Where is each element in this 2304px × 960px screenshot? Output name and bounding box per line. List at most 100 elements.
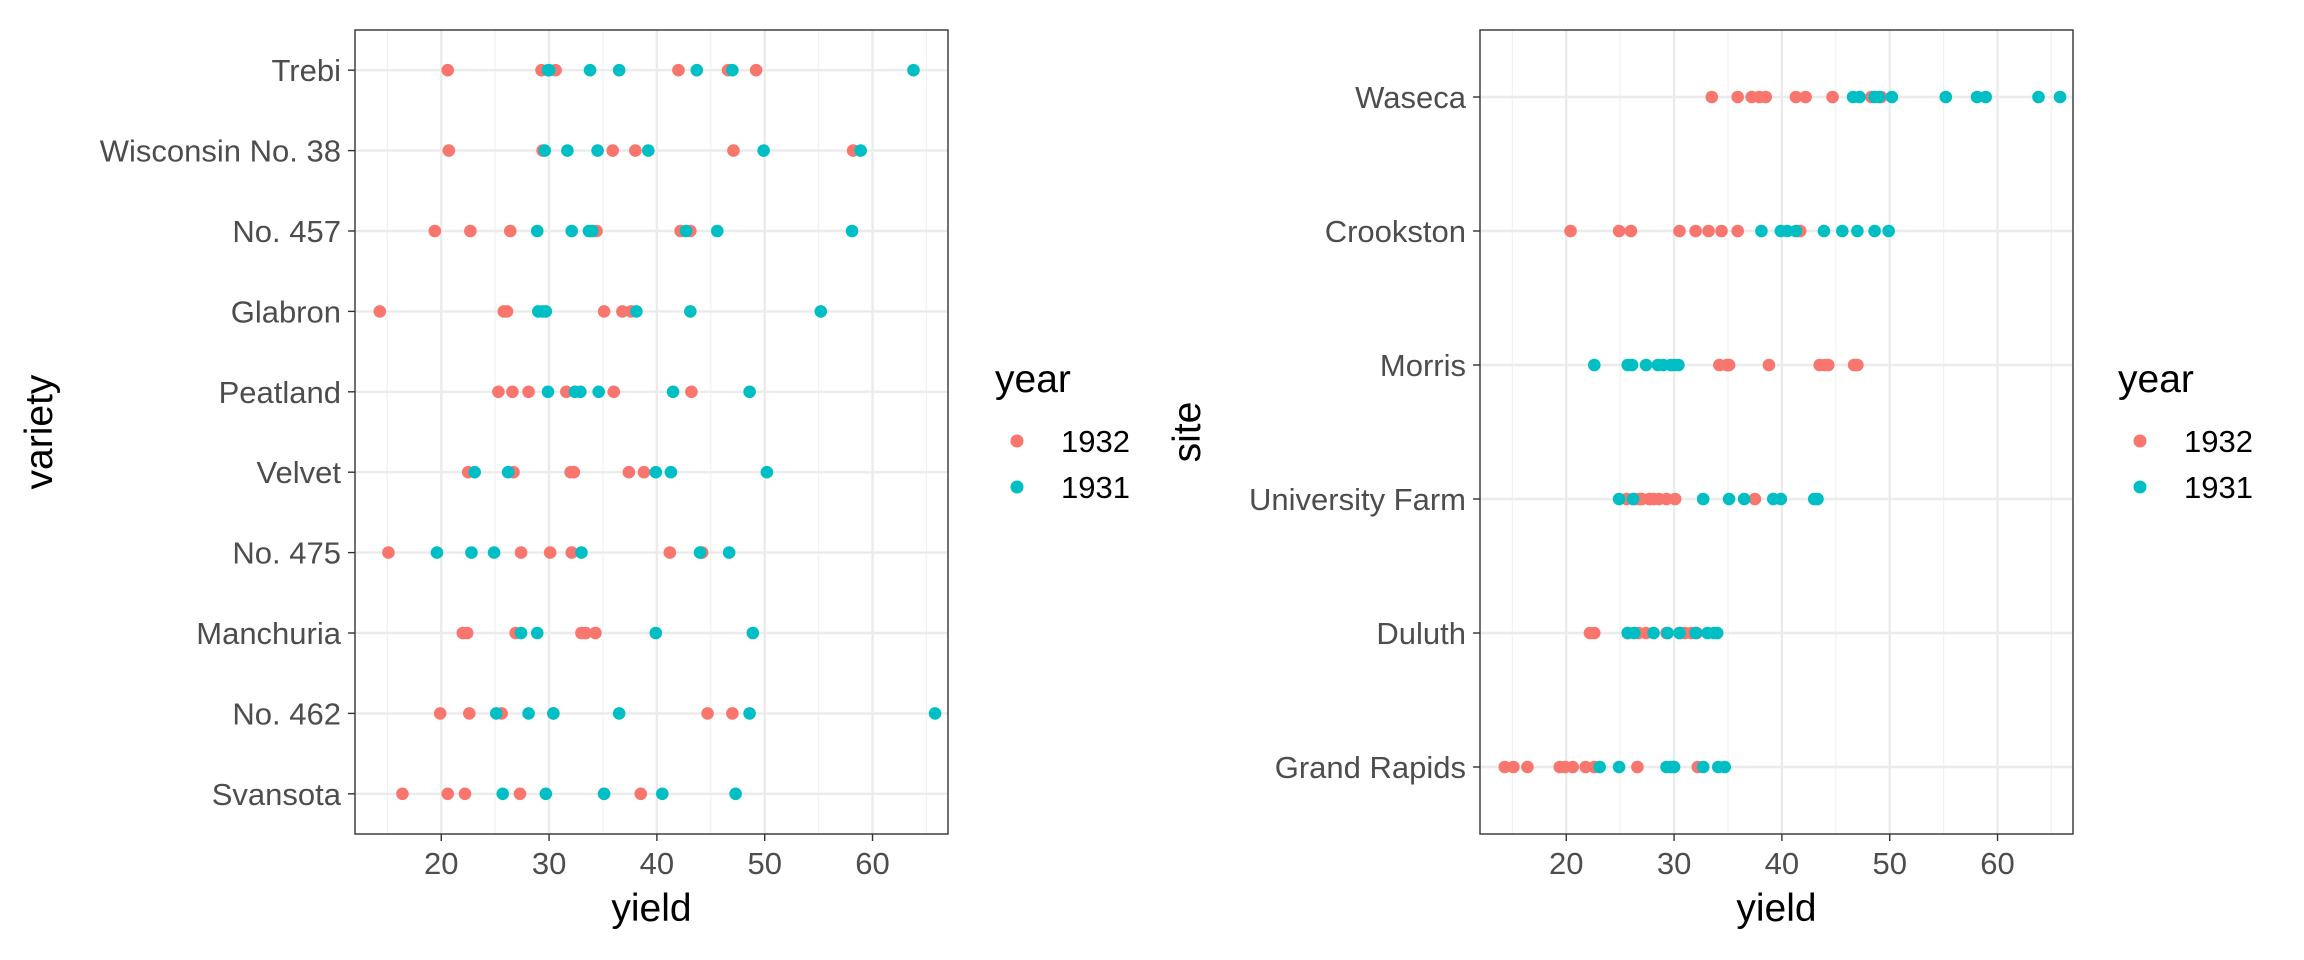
x-tick-label: 50 — [747, 846, 781, 881]
point-1932-velvet — [637, 465, 651, 479]
major-gridlines-y — [1480, 95, 2073, 769]
x-tick-label: 50 — [1872, 846, 1906, 881]
x-tick-label: 30 — [532, 846, 566, 881]
point-1932-manchuria — [589, 626, 602, 640]
point-1932-duluth — [1587, 626, 1601, 640]
point-1931-crookston — [1868, 224, 1881, 238]
point-1931-trebi — [583, 63, 597, 77]
y-tick-label-crookston: Crookston — [1325, 214, 1466, 249]
point-1931-waseca — [2032, 90, 2045, 104]
point-1932-morris — [1821, 358, 1835, 372]
point-1931-wisconsin-no-38 — [854, 144, 867, 157]
point-1932-no-462 — [433, 707, 447, 720]
point-1932-no-475 — [543, 546, 557, 559]
point-1932-grand-rapids — [1521, 760, 1534, 774]
point-1932-waseca — [1799, 90, 1812, 104]
legend: year 1932 1931 — [2118, 358, 2253, 505]
point-1931-university-farm — [1811, 492, 1824, 506]
point-1931-svansota — [729, 787, 742, 801]
point-1931-no-457 — [585, 224, 599, 238]
point-1932-no-457 — [464, 224, 477, 238]
point-1931-svansota — [496, 787, 510, 801]
point-1932-wisconsin-no-38 — [727, 144, 740, 157]
y-tick-label-waseca: Waseca — [1355, 80, 1467, 115]
point-1932-peatland — [607, 385, 621, 399]
point-1931-crookston — [1851, 224, 1864, 238]
point-1932-morris — [1851, 358, 1864, 372]
point-1931-peatland — [592, 385, 605, 399]
point-1931-waseca — [1853, 90, 1866, 104]
point-1931-grand-rapids — [1718, 760, 1732, 774]
x-tick-label: 30 — [1657, 846, 1691, 881]
point-1931-velvet — [664, 465, 678, 479]
y-tick-label-morris: Morris — [1380, 348, 1466, 383]
point-1931-glabron — [814, 305, 828, 318]
y-tick-label-university-farm: University Farm — [1249, 482, 1466, 517]
point-1932-peatland — [522, 385, 535, 399]
point-1931-no-475 — [465, 546, 478, 559]
point-1932-velvet — [567, 465, 581, 479]
point-1932-peatland — [685, 385, 698, 399]
point-1931-wisconsin-no-38 — [561, 144, 574, 157]
point-1931-duluth — [1661, 626, 1674, 640]
point-1932-grand-rapids — [1498, 760, 1512, 774]
point-1931-trebi — [690, 63, 704, 77]
point-1931-no-475 — [430, 546, 444, 559]
y-tick-label-svansota: Svansota — [212, 777, 342, 812]
legend-label-1932: 1932 — [2184, 424, 2253, 459]
point-1931-no-462 — [612, 707, 626, 720]
point-1931-university-farm — [1696, 492, 1710, 506]
point-1931-grand-rapids — [1593, 760, 1606, 774]
point-1931-no-462 — [489, 707, 503, 720]
legend-key-1932 — [1010, 434, 1024, 448]
point-1932-grand-rapids — [1631, 760, 1644, 774]
y-tick-label-no-457: No. 457 — [232, 214, 341, 249]
point-1931-crookston — [1755, 224, 1768, 238]
major-gridlines-x — [440, 30, 874, 834]
point-1932-svansota — [396, 787, 409, 801]
point-1931-manchuria — [649, 626, 663, 640]
point-1931-no-475 — [575, 546, 588, 559]
x-tick-label: 40 — [1765, 846, 1799, 881]
point-1931-peatland — [574, 385, 587, 399]
point-1932-crookston — [1731, 224, 1744, 238]
point-1932-no-462 — [701, 707, 714, 720]
point-1931-svansota — [597, 787, 611, 801]
point-1931-duluth — [1710, 626, 1724, 640]
point-1932-university-farm — [1668, 492, 1682, 506]
point-1932-glabron — [500, 305, 514, 318]
point-1931-crookston — [1789, 224, 1803, 238]
point-1932-svansota — [458, 787, 472, 801]
y-tick-label-no-475: No. 475 — [232, 536, 341, 571]
point-1931-university-farm — [1774, 492, 1788, 506]
legend-title: year — [995, 358, 1071, 401]
variety-yield-plot: Trebi Wisconsin No. 38 No. 457 Glabron Peatl… — [18, 29, 1130, 930]
panel-border — [354, 29, 949, 835]
point-1931-university-farm — [1626, 492, 1640, 506]
x-axis-title: yield — [611, 887, 691, 930]
point-1931-university-farm — [1722, 492, 1736, 506]
point-1932-peatland — [492, 385, 505, 399]
point-1932-glabron — [597, 305, 611, 318]
point-1931-peatland — [541, 385, 555, 399]
point-1932-waseca — [1705, 90, 1719, 104]
point-1931-glabron — [539, 305, 553, 318]
point-1931-manchuria — [530, 626, 544, 640]
point-1931-morris — [1672, 358, 1685, 372]
point-1932-manchuria — [579, 626, 593, 640]
point-1931-manchuria — [746, 626, 760, 640]
minor-gridlines — [1511, 30, 2053, 834]
point-1932-velvet — [622, 465, 636, 479]
point-1932-crookston — [1673, 224, 1686, 238]
point-1931-crookston — [1835, 224, 1849, 238]
y-tick-label-manchuria: Manchuria — [196, 616, 341, 651]
point-1931-grand-rapids — [1667, 760, 1681, 774]
point-1931-manchuria — [514, 626, 528, 640]
y-tick-label-glabron: Glabron — [231, 294, 341, 329]
point-1931-crookston — [1882, 224, 1895, 238]
point-1931-duluth — [1689, 626, 1702, 640]
point-1931-velvet — [649, 465, 663, 479]
point-1932-trebi — [749, 63, 763, 77]
point-1932-glabron — [373, 305, 387, 318]
legend-key-1931 — [1010, 480, 1024, 494]
